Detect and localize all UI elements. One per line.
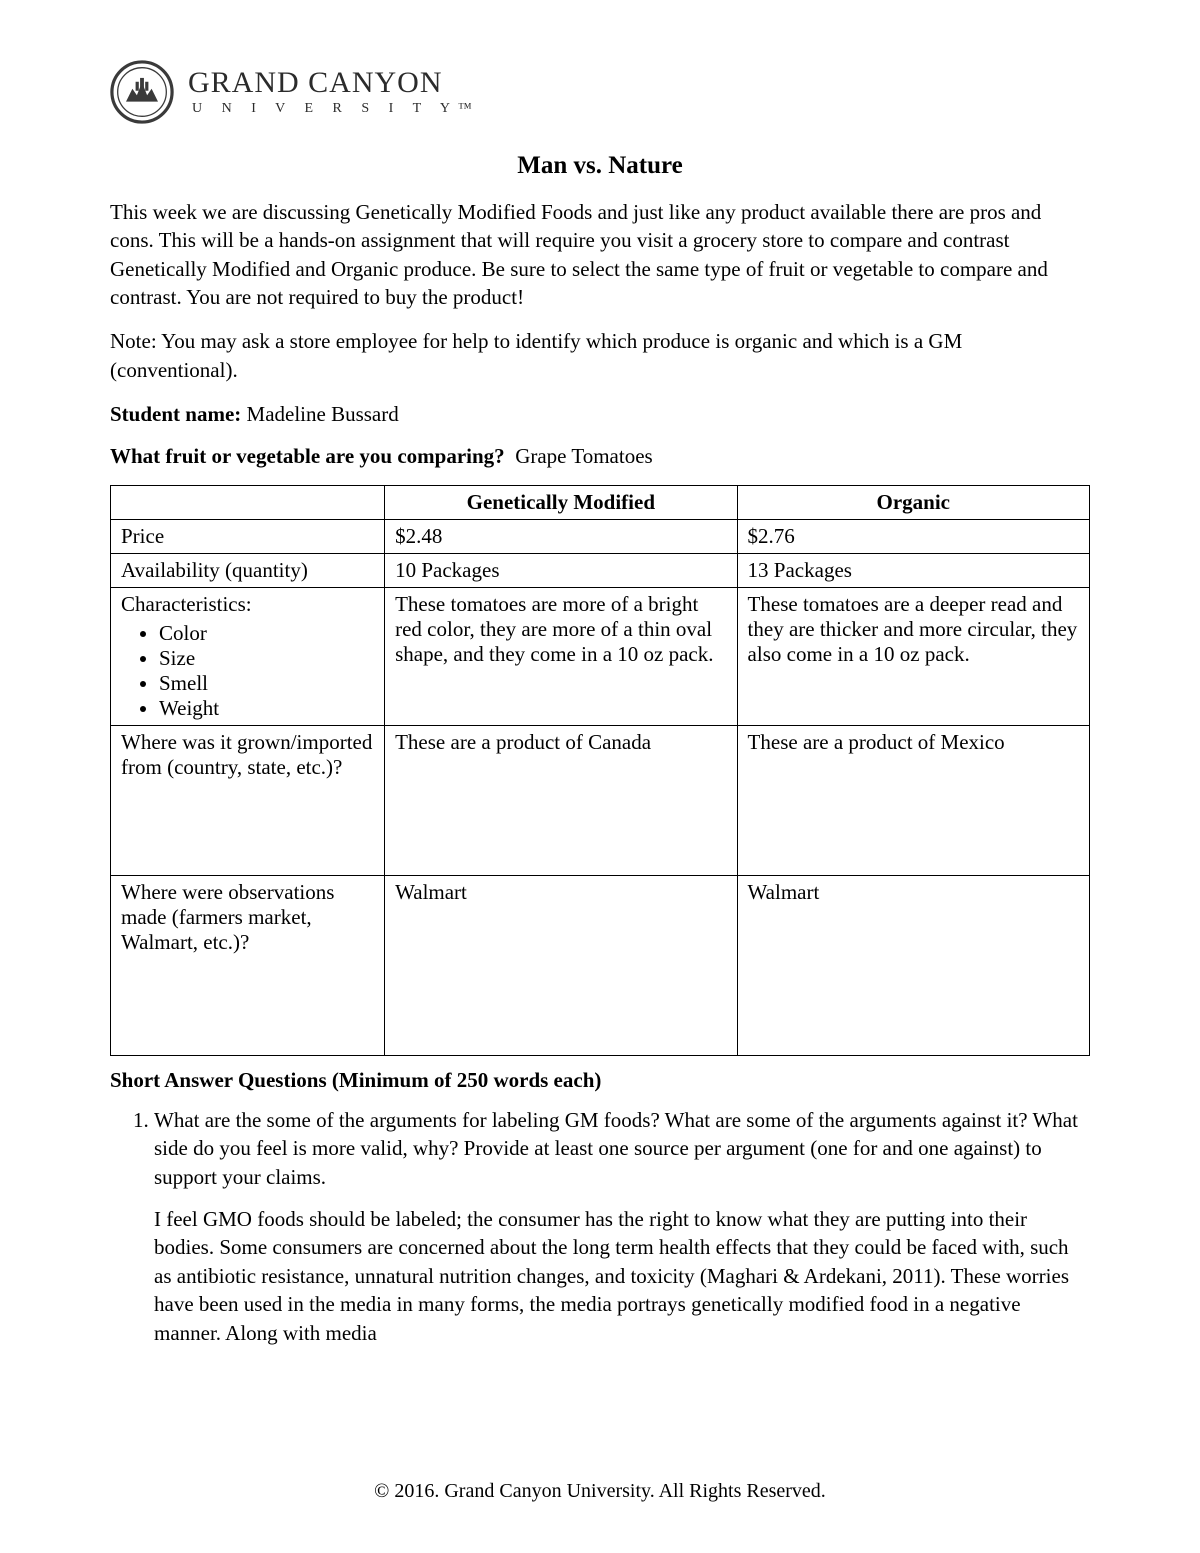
row-label-availability: Availability (quantity): [111, 553, 385, 587]
bullet-weight: Weight: [159, 696, 374, 721]
header-blank: [111, 485, 385, 519]
availability-org: 13 Packages: [737, 553, 1089, 587]
logo-sub-text: U N I V E R S I T Y™: [192, 102, 480, 116]
student-name-label: Student name:: [110, 402, 241, 426]
logo-main-text: GRAND CANYON: [188, 68, 480, 98]
document-page: GRAND CANYON U N I V E R S I T Y™ Man vs…: [0, 0, 1200, 1553]
questions-list: What are the some of the arguments for l…: [110, 1106, 1090, 1347]
seal-icon: [110, 60, 174, 124]
row-label-price: Price: [111, 519, 385, 553]
comparing-value: Grape Tomatoes: [515, 444, 653, 468]
characteristics-label: Characteristics:: [121, 592, 252, 616]
origin-gm: These are a product of Canada: [385, 725, 737, 875]
short-answer-heading: Short Answer Questions (Minimum of 250 w…: [110, 1066, 1090, 1094]
table-header-row: Genetically Modified Organic: [111, 485, 1090, 519]
row-label-characteristics: Characteristics: Color Size Smell Weight: [111, 587, 385, 725]
price-org: $2.76: [737, 519, 1089, 553]
characteristics-bullets: Color Size Smell Weight: [121, 621, 374, 721]
student-name-value: Madeline Bussard: [247, 402, 399, 426]
bullet-size: Size: [159, 646, 374, 671]
institution-logo: GRAND CANYON U N I V E R S I T Y™: [110, 60, 1090, 124]
bullet-smell: Smell: [159, 671, 374, 696]
document-title: Man vs. Nature: [110, 152, 1090, 180]
question-item-1: What are the some of the arguments for l…: [154, 1106, 1090, 1347]
table-row-observed: Where were observations made (farmers ma…: [111, 875, 1090, 1055]
comparing-label: What fruit or vegetable are you comparin…: [110, 444, 505, 468]
comparison-table: Genetically Modified Organic Price $2.48…: [110, 485, 1090, 1056]
student-name-line: Student name: Madeline Bussard: [110, 400, 1090, 428]
row-label-observed: Where were observations made (farmers ma…: [111, 875, 385, 1055]
question-1-text: What are the some of the arguments for l…: [154, 1106, 1090, 1191]
observed-gm: Walmart: [385, 875, 737, 1055]
table-row-price: Price $2.48 $2.76: [111, 519, 1090, 553]
table-row-characteristics: Characteristics: Color Size Smell Weight…: [111, 587, 1090, 725]
row-label-origin: Where was it grown/imported from (countr…: [111, 725, 385, 875]
note-paragraph: Note: You may ask a store employee for h…: [110, 327, 1090, 384]
characteristics-org: These tomatoes are a deeper read and the…: [737, 587, 1089, 725]
observed-org: Walmart: [737, 875, 1089, 1055]
table-row-origin: Where was it grown/imported from (countr…: [111, 725, 1090, 875]
price-gm: $2.48: [385, 519, 737, 553]
origin-org: These are a product of Mexico: [737, 725, 1089, 875]
intro-paragraph: This week we are discussing Genetically …: [110, 198, 1090, 311]
answer-1-text: I feel GMO foods should be labeled; the …: [154, 1205, 1090, 1347]
comparing-line: What fruit or vegetable are you comparin…: [110, 442, 1090, 470]
page-footer: © 2016. Grand Canyon University. All Rig…: [0, 1480, 1200, 1503]
availability-gm: 10 Packages: [385, 553, 737, 587]
bullet-color: Color: [159, 621, 374, 646]
characteristics-gm: These tomatoes are more of a bright red …: [385, 587, 737, 725]
table-row-availability: Availability (quantity) 10 Packages 13 P…: [111, 553, 1090, 587]
logo-text: GRAND CANYON U N I V E R S I T Y™: [188, 68, 480, 116]
header-gm: Genetically Modified: [385, 485, 737, 519]
header-org: Organic: [737, 485, 1089, 519]
